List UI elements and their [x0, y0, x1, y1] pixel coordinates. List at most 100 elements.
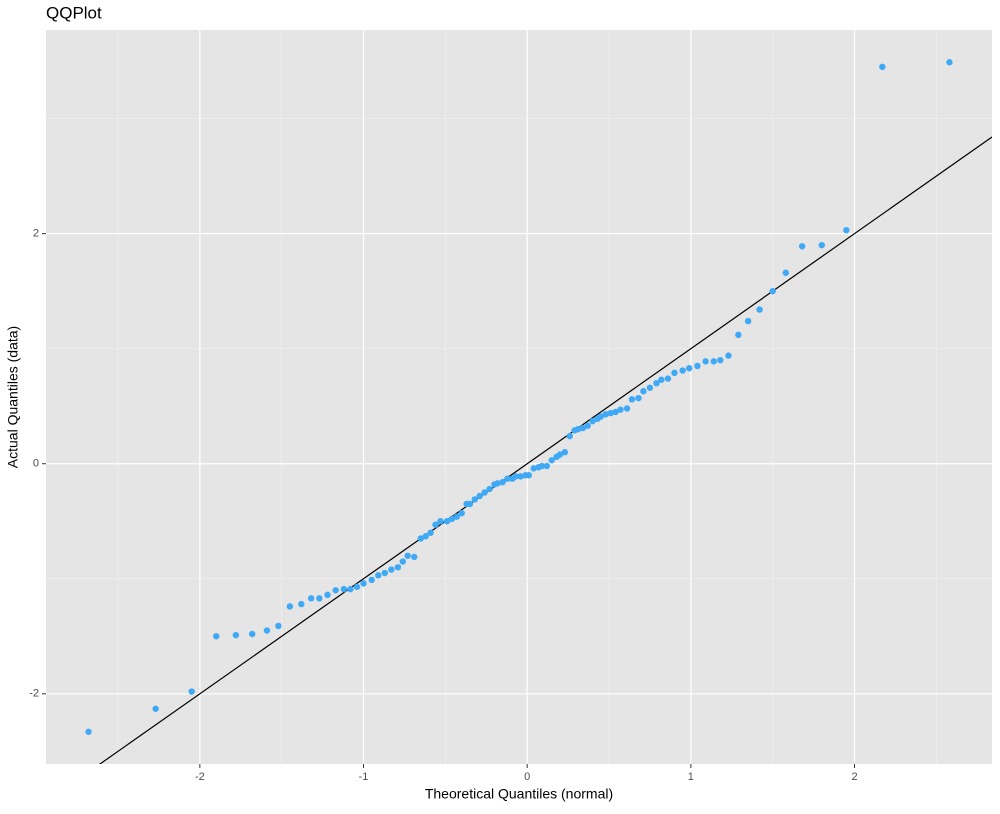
point: [263, 627, 271, 634]
grid: [46, 30, 992, 764]
point: [623, 405, 631, 412]
point: [298, 600, 305, 608]
x-tick-label: -1: [359, 771, 369, 783]
point: [437, 518, 444, 525]
point: [798, 243, 806, 250]
point: [453, 513, 461, 520]
point: [476, 492, 483, 500]
point: [664, 375, 672, 382]
point: [286, 603, 294, 610]
point: [152, 705, 159, 712]
point: [597, 413, 605, 420]
point: [566, 432, 573, 440]
point: [543, 462, 551, 470]
point: [658, 376, 665, 383]
point: [607, 409, 614, 417]
point: [710, 358, 717, 365]
point: [481, 489, 488, 496]
point: [388, 566, 395, 573]
point: [589, 417, 596, 425]
point: [232, 631, 240, 639]
point: [602, 411, 609, 418]
point: [443, 518, 451, 525]
point: [404, 552, 411, 559]
point: [756, 306, 763, 313]
point: [640, 388, 647, 395]
x-axis-title: Theoretical Quantiles (normal): [425, 786, 613, 802]
point: [353, 583, 361, 591]
point: [646, 384, 654, 391]
point: [347, 585, 354, 593]
chart-title: QQPlot: [46, 3, 102, 22]
point: [85, 728, 92, 735]
point: [249, 630, 256, 638]
point: [427, 529, 434, 536]
point: [275, 622, 282, 630]
point: [879, 63, 886, 71]
marks: [85, 59, 992, 764]
point: [617, 406, 624, 413]
point: [686, 365, 693, 372]
point: [499, 478, 506, 486]
point: [368, 576, 375, 584]
x-tick-label: 1: [688, 771, 694, 783]
x-tick-label: -2: [195, 771, 205, 783]
point: [635, 394, 642, 402]
point: [512, 473, 519, 480]
point: [679, 367, 686, 374]
point: [530, 465, 537, 472]
point: [466, 500, 474, 508]
y-tick-label: 0: [33, 458, 39, 470]
point: [332, 587, 339, 594]
point: [307, 595, 315, 602]
point: [188, 688, 195, 695]
point: [735, 331, 742, 339]
point: [584, 422, 591, 429]
point: [486, 485, 493, 493]
point: [574, 426, 582, 433]
point: [579, 424, 587, 432]
x-tick-label: 0: [524, 771, 530, 783]
point: [316, 595, 323, 602]
point: [946, 59, 953, 66]
point: [612, 408, 619, 416]
point: [671, 369, 678, 377]
point: [504, 475, 511, 482]
plot-panel: [46, 30, 992, 764]
x-tick-label: 2: [851, 771, 857, 783]
point: [213, 633, 220, 640]
point: [717, 356, 724, 364]
point: [494, 480, 501, 487]
point: [458, 509, 465, 517]
point: [653, 379, 660, 387]
point: [702, 358, 709, 365]
reference-line: [98, 136, 992, 764]
point: [360, 580, 367, 587]
point: [394, 564, 402, 571]
point: [375, 572, 382, 579]
point: [818, 241, 825, 249]
point: [628, 396, 636, 403]
point: [422, 533, 429, 540]
y-axis-title: Actual Quantiles (data): [5, 326, 21, 468]
point: [556, 451, 564, 458]
point: [517, 473, 524, 480]
point: [324, 591, 331, 599]
point: [411, 553, 418, 561]
point: [843, 226, 850, 234]
point: [471, 496, 479, 503]
y-tick-label: -2: [29, 688, 39, 700]
point: [744, 317, 752, 325]
point: [432, 521, 439, 528]
point: [694, 362, 701, 370]
point: [561, 449, 569, 456]
point: [399, 558, 406, 565]
point: [381, 569, 388, 577]
point: [782, 269, 789, 276]
point: [448, 515, 456, 523]
point: [525, 472, 533, 479]
point: [340, 585, 348, 593]
point: [538, 462, 546, 470]
point: [725, 352, 732, 359]
